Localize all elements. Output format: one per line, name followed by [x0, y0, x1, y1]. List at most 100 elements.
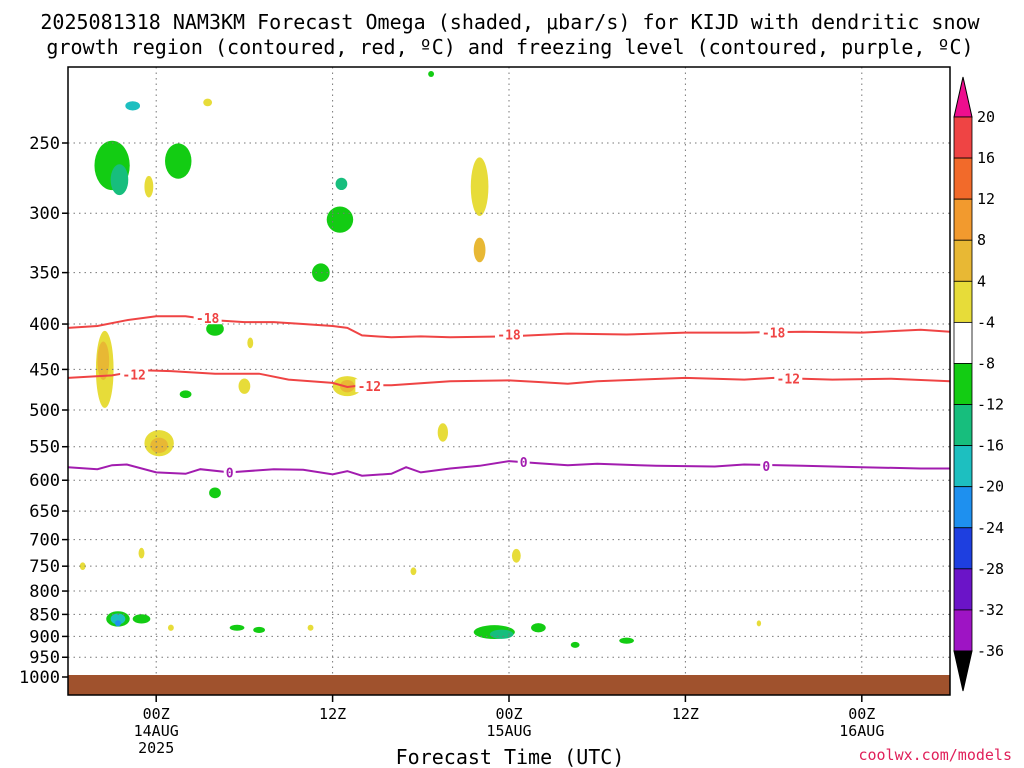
y-tick-label: 450 [29, 360, 60, 380]
omega-area [115, 620, 121, 627]
omega-area [132, 614, 151, 624]
omega-area [253, 626, 265, 634]
contour-label: -18 [497, 328, 521, 343]
y-tick-label: 900 [29, 627, 60, 647]
x-tick-label: 00Z [495, 705, 522, 723]
omega-area [203, 98, 213, 107]
omega-area [410, 567, 417, 576]
colorbar-swatch [953, 116, 973, 159]
omega-area [307, 624, 314, 631]
colorbar-label: -4 [977, 313, 995, 331]
colorbar: 20 16 12 8 4 -4 -8 -12 -16 -20 -24 -28 -32 -36 [953, 76, 1004, 692]
y-tick-label: 650 [29, 502, 60, 522]
site-credit: coolwx.com/models [858, 746, 1012, 764]
omega-area [312, 263, 330, 282]
colorbar-swatch [953, 527, 973, 570]
omega-area [209, 487, 221, 499]
omega-area [206, 321, 224, 336]
omega-area [97, 341, 110, 381]
chart-title-line1: 2025081318 NAM3KM Forecast Omega (shaded… [40, 10, 980, 34]
omega-area [428, 71, 435, 78]
contour-label-bg [760, 458, 773, 472]
colorbar-swatch [953, 568, 973, 611]
omega-area [531, 623, 546, 633]
contour-label: 0 [226, 466, 234, 481]
y-tick-label: 700 [29, 531, 60, 551]
omega-area [165, 143, 192, 179]
colorbar-swatch [953, 157, 973, 200]
contour-line [68, 460, 950, 477]
omega-area [125, 101, 141, 111]
contour-label-bg [774, 371, 803, 385]
omega-area [150, 437, 168, 454]
contour-label-bg [120, 367, 149, 381]
omega-area [437, 423, 448, 442]
contour-label-bg [495, 327, 523, 341]
colorbar-swatch [953, 321, 973, 364]
contour-line [68, 315, 950, 339]
y-tick-label: 750 [29, 557, 60, 577]
x-tick-label: 2025 [138, 739, 174, 757]
contour-label: -18 [762, 327, 786, 342]
x-tick-label: 12Z [672, 705, 699, 723]
x-tick-label: 15AUG [486, 722, 531, 740]
omega-area [110, 613, 126, 625]
omega-shading [79, 71, 762, 648]
y-tick-label: 300 [29, 204, 60, 224]
y-tick-label: 1000 [19, 668, 60, 688]
omega-area [473, 237, 486, 263]
omega-area [110, 164, 129, 196]
colorbar-label: -32 [977, 601, 1004, 619]
omega-area [511, 548, 521, 563]
omega-area [570, 641, 580, 648]
colorbar-swatch [953, 486, 973, 529]
x-axis-label: Forecast Time (UTC) [396, 745, 625, 768]
x-tick-label: 00Z [143, 705, 170, 723]
colorbar-label: 8 [977, 231, 986, 249]
omega-area [238, 378, 251, 394]
colorbar-label: 12 [977, 190, 995, 208]
omega-area [335, 177, 348, 191]
omega-area [470, 157, 489, 216]
omega-area [619, 637, 634, 644]
y-tick-label: 800 [29, 582, 60, 602]
omega-area [326, 206, 354, 233]
y-tick-label: 850 [29, 605, 60, 625]
colorbar-label: -8 [977, 354, 995, 372]
omega-area [489, 629, 514, 639]
contour-label-bg [193, 311, 222, 325]
contour-line [68, 369, 950, 389]
colorbar-label: -36 [977, 642, 1004, 660]
grid-lines [68, 67, 950, 695]
omega-area [144, 175, 154, 198]
y-tick-label: 500 [29, 401, 60, 421]
chart-title-line2: growth region (contoured, red, ºC) and f… [46, 35, 973, 59]
x-tick-label: 16AUG [839, 722, 884, 740]
colorbar-swatch [953, 609, 973, 652]
omega-area [138, 547, 145, 559]
colorbar-label: 4 [977, 272, 986, 290]
contour-label: -12 [777, 373, 800, 388]
colorbar-arrow-top [953, 76, 973, 118]
contour-label-bg [759, 325, 788, 339]
contour-label-bg [517, 454, 530, 468]
contour-label-bg [223, 465, 236, 479]
colorbar-label: -12 [977, 396, 1004, 414]
colorbar-swatch [953, 198, 973, 241]
colorbar-swatch [953, 404, 973, 447]
colorbar-label: 20 [977, 108, 995, 126]
colorbar-swatch [953, 363, 973, 405]
x-tick-label: 00Z [848, 705, 875, 723]
ground-surface [68, 675, 950, 695]
colorbar-label: -16 [977, 437, 1004, 455]
colorbar-label: -24 [977, 519, 1004, 537]
colorbar-swatch [953, 239, 973, 282]
colorbar-label: 16 [977, 149, 995, 167]
y-tick-label: 950 [29, 648, 60, 668]
colorbar-swatch [953, 280, 973, 323]
temperature-contours: -18 -18 -18 -12 -12 -12 0 0 0 [68, 311, 950, 481]
contour-label: -18 [196, 312, 220, 327]
omega-area [756, 620, 762, 627]
